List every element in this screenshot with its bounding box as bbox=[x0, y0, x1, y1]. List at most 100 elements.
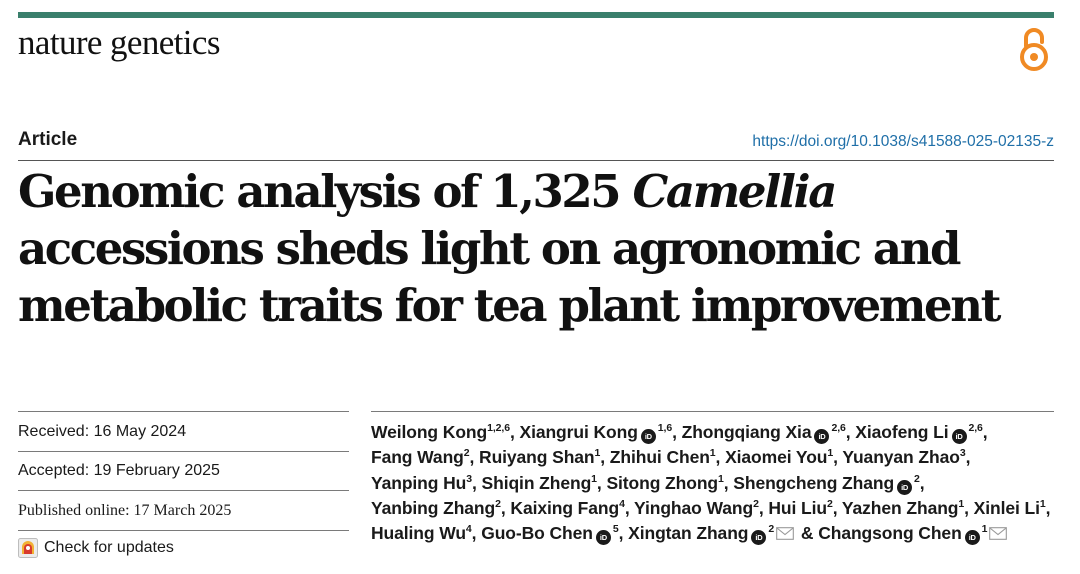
author-name[interactable]: Yuanyan Zhao bbox=[842, 447, 960, 468]
journal-name[interactable]: nature genetics bbox=[18, 23, 220, 62]
author-affiliation: 1,6 bbox=[657, 422, 673, 434]
author[interactable]: Weilong Kong1,2,6, bbox=[371, 422, 515, 442]
author[interactable]: Yazhen Zhang1, bbox=[842, 498, 969, 518]
author[interactable]: Sitong Zhong1, bbox=[606, 473, 728, 493]
author-affiliation: 2 bbox=[826, 497, 833, 510]
author-affiliation: 2 bbox=[463, 447, 470, 460]
author-name[interactable]: Guo-Bo Chen bbox=[481, 523, 593, 544]
author-name[interactable]: Hualing Wu bbox=[371, 523, 466, 544]
author[interactable]: Yuanyan Zhao3, bbox=[842, 447, 970, 467]
orcid-icon[interactable]: iD bbox=[595, 530, 611, 546]
article-title: Genomic analysis of 1,325 Camellia acces… bbox=[18, 163, 1058, 334]
author-affiliation: 1 bbox=[981, 523, 988, 536]
meta-divider bbox=[18, 490, 349, 491]
author-name[interactable]: Yanping Hu bbox=[371, 472, 467, 493]
author-name[interactable]: Yazhen Zhang bbox=[841, 497, 959, 518]
author-affiliation: 3 bbox=[959, 447, 966, 460]
author[interactable]: Yanbing Zhang2, bbox=[371, 498, 506, 518]
authors-divider bbox=[371, 411, 1054, 412]
orcid-icon[interactable]: iD bbox=[951, 429, 967, 444]
author[interactable]: Xiaomei You1, bbox=[725, 447, 838, 467]
author-name[interactable]: Kaixing Fang bbox=[510, 497, 620, 518]
author-affiliation: 4 bbox=[619, 497, 625, 510]
author-name[interactable]: Shengcheng Zhang bbox=[733, 472, 895, 493]
author-name[interactable]: Hui Liu bbox=[768, 497, 827, 518]
meta-divider bbox=[18, 451, 349, 452]
author-name[interactable]: Shiqin Zheng bbox=[481, 472, 592, 493]
orcid-icon[interactable]: iD bbox=[640, 429, 656, 444]
author-affiliation: 1 bbox=[594, 447, 601, 460]
author-separator: , bbox=[715, 447, 721, 468]
author-affiliation: 3 bbox=[466, 472, 473, 485]
author-name[interactable]: Zhongqiang Xia bbox=[681, 422, 812, 442]
author-separator: , bbox=[919, 472, 925, 493]
author-separator: , bbox=[1045, 497, 1051, 518]
author-name[interactable]: Yinghao Wang bbox=[634, 497, 754, 518]
author-affiliation: 1 bbox=[1039, 497, 1046, 510]
author-separator: , bbox=[471, 523, 477, 544]
author[interactable]: Xingtan Zhang iD2 & bbox=[628, 522, 814, 546]
author-name[interactable]: Weilong Kong bbox=[371, 422, 488, 442]
author-separator: , bbox=[832, 497, 838, 518]
orcid-icon[interactable]: iD bbox=[751, 530, 767, 546]
received-date: Received: 16 May 2024 bbox=[18, 423, 187, 440]
author-name[interactable]: Sitong Zhong bbox=[606, 472, 718, 493]
author[interactable]: Guo-Bo Chen iD5, bbox=[481, 523, 624, 546]
author[interactable]: Yanping Hu3, bbox=[371, 473, 477, 493]
email-icon[interactable] bbox=[989, 522, 1008, 541]
author-name[interactable]: Xingtan Zhang bbox=[628, 523, 749, 544]
author[interactable]: Hualing Wu4, bbox=[371, 523, 477, 544]
author[interactable]: Fang Wang2, bbox=[371, 447, 474, 467]
author-affiliation: 2 bbox=[768, 523, 775, 536]
accepted-date: Accepted: 19 February 2025 bbox=[18, 462, 220, 479]
published-date: Published online: 17 March 2025 bbox=[18, 502, 232, 519]
check-updates-icon bbox=[18, 538, 38, 558]
author-separator: , bbox=[618, 523, 624, 544]
author[interactable]: Xiangrui Kong iD1,6, bbox=[519, 422, 677, 444]
author[interactable]: Shiqin Zheng1, bbox=[482, 473, 602, 493]
author[interactable]: Ruiyang Shan1, bbox=[479, 447, 605, 467]
author-affiliation: 1 bbox=[718, 472, 724, 485]
orcid-icon[interactable]: iD bbox=[964, 530, 980, 546]
author-affiliation: 1 bbox=[591, 472, 597, 485]
author-name[interactable]: Ruiyang Shan bbox=[479, 447, 595, 468]
author-affiliation: 4 bbox=[465, 523, 472, 536]
author-separator: & bbox=[796, 523, 814, 544]
author[interactable]: Shengcheng Zhang iD2, bbox=[733, 472, 925, 495]
author[interactable]: Xiaofeng Li iD2,6, bbox=[855, 422, 988, 444]
author[interactable]: Xinlei Li1, bbox=[974, 498, 1051, 518]
author[interactable]: Zhongqiang Xia iD2,6, bbox=[681, 422, 851, 444]
author-name[interactable]: Changsong Chen bbox=[818, 523, 962, 544]
author-affiliation: 2,6 bbox=[968, 422, 983, 434]
author-name[interactable]: Yanbing Zhang bbox=[371, 497, 496, 518]
orcid-icon[interactable]: iD bbox=[814, 429, 830, 444]
check-for-updates-button[interactable]: Check for updates bbox=[18, 538, 174, 558]
open-access-icon bbox=[1020, 28, 1048, 71]
author[interactable]: Yinghao Wang2, bbox=[634, 498, 764, 518]
author-separator: , bbox=[624, 497, 630, 518]
title-genus-italic: Camellia bbox=[632, 165, 838, 218]
orcid-icon[interactable]: iD bbox=[897, 479, 913, 495]
author-name[interactable]: Zhihui Chen bbox=[609, 447, 710, 468]
doi-link[interactable]: https://doi.org/10.1038/s41588-025-02135… bbox=[752, 133, 1054, 150]
author-affiliation: 1 bbox=[958, 497, 965, 510]
author-name[interactable]: Xiaofeng Li bbox=[855, 422, 949, 442]
author-affiliation: 2 bbox=[495, 497, 501, 510]
title-line-2: accessions sheds light on agronomic and bbox=[18, 222, 961, 275]
author[interactable]: Kaixing Fang4, bbox=[510, 498, 629, 518]
author-name[interactable]: Xiaomei You bbox=[725, 447, 828, 468]
author-separator: , bbox=[965, 447, 971, 468]
author-name[interactable]: Fang Wang bbox=[371, 447, 464, 468]
author-separator: , bbox=[982, 422, 988, 442]
author-separator: , bbox=[672, 422, 677, 442]
author-name[interactable]: Xinlei Li bbox=[973, 497, 1040, 518]
author[interactable]: Zhihui Chen1, bbox=[610, 447, 721, 467]
journal-accent-bar bbox=[18, 12, 1054, 18]
author[interactable]: Changsong Chen iD1 bbox=[818, 522, 1009, 546]
title-line-3: metabolic traits for tea plant improveme… bbox=[18, 279, 1001, 332]
email-icon[interactable] bbox=[776, 522, 794, 541]
meta-divider bbox=[18, 530, 349, 531]
author-name[interactable]: Xiangrui Kong bbox=[519, 422, 638, 442]
author[interactable]: Hui Liu2, bbox=[768, 498, 837, 518]
author-separator: , bbox=[469, 447, 475, 468]
